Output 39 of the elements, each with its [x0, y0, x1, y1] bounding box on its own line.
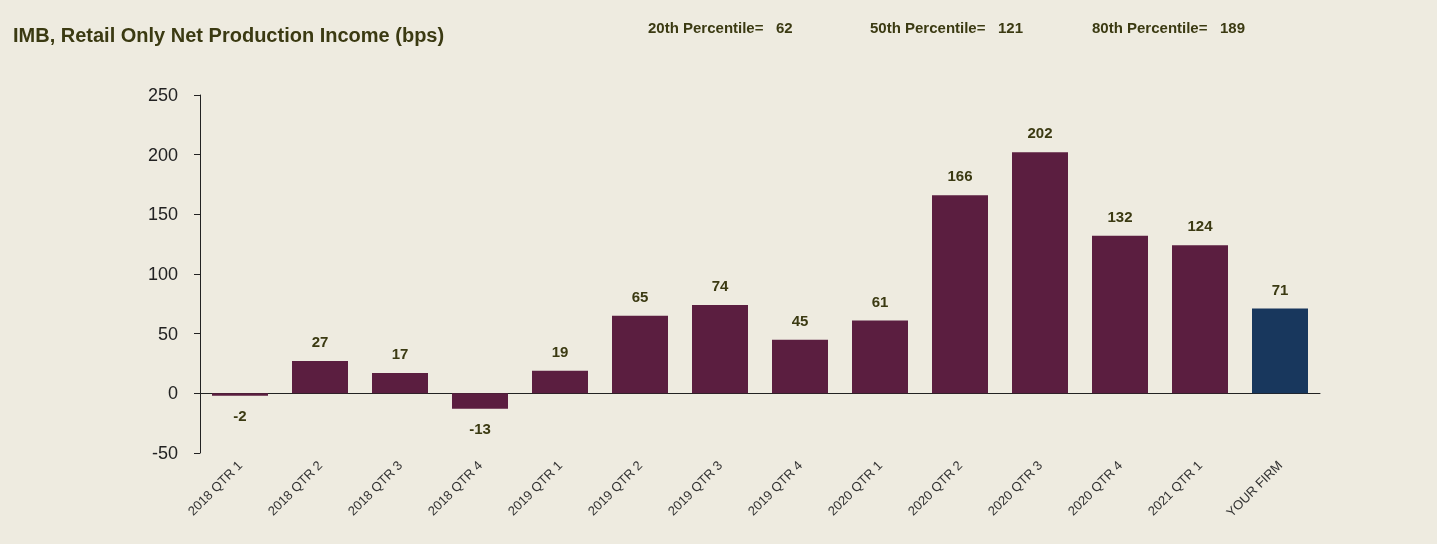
text: 50th Percentile= 121 — [870, 19, 1024, 36]
data-label: 45 — [791, 311, 809, 329]
bar — [292, 361, 348, 394]
bar — [692, 305, 748, 394]
data-label: 74 — [711, 277, 729, 295]
data-label: 19 — [551, 342, 569, 360]
y-tick-label: 250 — [147, 85, 178, 105]
y-tick-label: 100 — [147, 264, 178, 284]
y-tick-label: 0 — [167, 383, 178, 404]
bar — [1172, 245, 1228, 394]
y-tick-label: 150 — [147, 204, 178, 225]
bar — [452, 393, 508, 409]
y-tick-label: 50 — [157, 323, 178, 344]
bar — [852, 320, 908, 394]
data-label: -2 — [233, 406, 247, 424]
chart-title: IMB, Retail Only Net Production Income (bps) — [13, 24, 445, 46]
data-label: -13 — [469, 419, 491, 437]
bar — [772, 339, 828, 394]
bar — [1252, 308, 1308, 394]
data-label: 124 — [1187, 217, 1214, 235]
data-label: 202 — [1027, 124, 1053, 142]
text: 20th Percentile= 62 — [648, 19, 793, 36]
bar — [212, 393, 268, 396]
data-label: 132 — [1107, 207, 1133, 225]
y-tick-label: -50 — [151, 443, 178, 463]
bar — [532, 370, 588, 394]
y-tick-label: 200 — [147, 144, 178, 165]
data-label: 61 — [871, 292, 889, 310]
data-label: 27 — [311, 333, 329, 351]
bar — [372, 373, 428, 394]
bar — [1092, 235, 1148, 394]
bar — [932, 195, 988, 394]
data-label: 65 — [631, 287, 649, 305]
text: 80th Percentile= 189 — [1092, 19, 1246, 36]
bar — [612, 315, 668, 394]
data-label: 166 — [947, 167, 973, 185]
bar — [1012, 152, 1068, 394]
data-label: 71 — [1271, 280, 1289, 298]
data-label: 17 — [391, 345, 409, 363]
